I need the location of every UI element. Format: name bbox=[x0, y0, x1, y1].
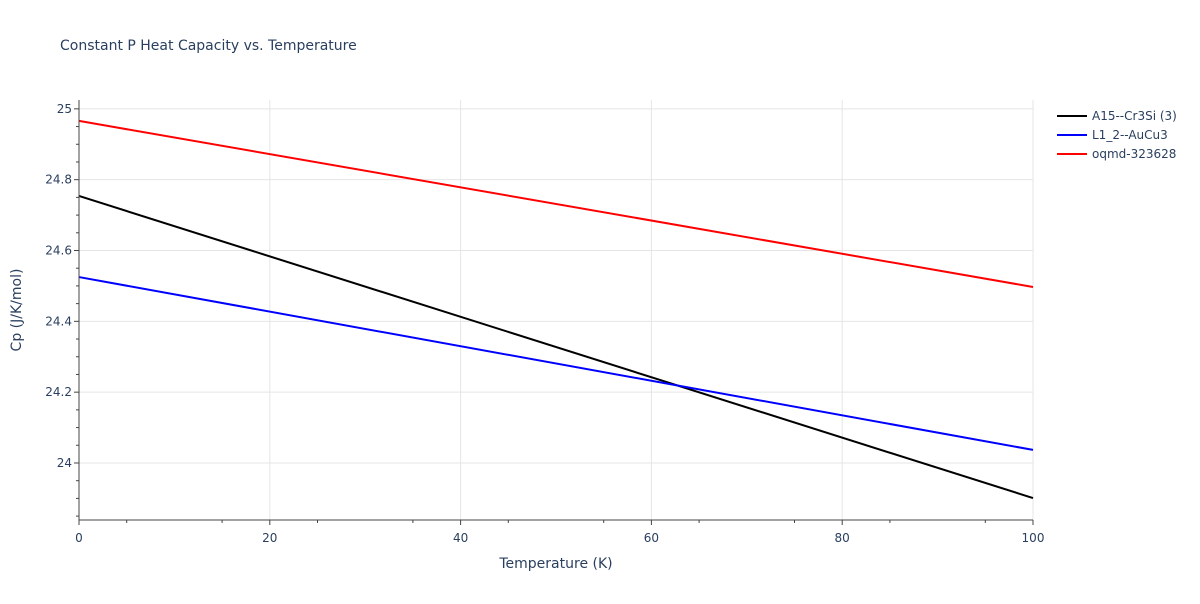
legend-item[interactable]: A15--Cr3Si (3) bbox=[1057, 109, 1177, 123]
chart-title: Constant P Heat Capacity vs. Temperature bbox=[60, 38, 357, 54]
legend-label: oqmd-323628 bbox=[1092, 147, 1176, 161]
axes: 0 20 40 60 80 100 24 24.2 24.4 24.6 24.8 25 bbox=[45, 100, 1044, 545]
x-tick-label: 0 bbox=[75, 531, 83, 545]
y-tick-label: 25 bbox=[57, 102, 72, 116]
y-tick-label: 24.2 bbox=[45, 385, 72, 399]
legend-label: L1_2--AuCu3 bbox=[1092, 128, 1168, 142]
y-tick-label: 24.4 bbox=[45, 314, 72, 328]
legend-label: A15--Cr3Si (3) bbox=[1092, 109, 1177, 123]
x-tick-label: 40 bbox=[453, 531, 468, 545]
y-tick-label: 24 bbox=[57, 456, 72, 470]
x-tick-label: 80 bbox=[835, 531, 850, 545]
series-lines bbox=[78, 119, 1034, 499]
series-line-oqmd-323628 bbox=[78, 119, 1034, 288]
series-line-l1-2-aucu3 bbox=[78, 276, 1034, 451]
series-line-a15-cr3si-3- bbox=[78, 195, 1034, 499]
x-tick-label: 100 bbox=[1022, 531, 1045, 545]
y-tick-label: 24.6 bbox=[45, 244, 72, 258]
legend[interactable]: A15--Cr3Si (3) L1_2--AuCu3 oqmd-323628 bbox=[1057, 109, 1177, 161]
y-tick-label: 24.8 bbox=[45, 173, 72, 187]
x-axis-label: Temperature (K) bbox=[498, 556, 612, 572]
x-tick-label: 20 bbox=[262, 531, 277, 545]
y-axis-label: Cp (J/K/mol) bbox=[9, 269, 25, 352]
gridlines bbox=[79, 100, 1034, 520]
legend-item[interactable]: L1_2--AuCu3 bbox=[1057, 128, 1168, 142]
x-tick-label: 60 bbox=[644, 531, 659, 545]
legend-item[interactable]: oqmd-323628 bbox=[1057, 147, 1176, 161]
